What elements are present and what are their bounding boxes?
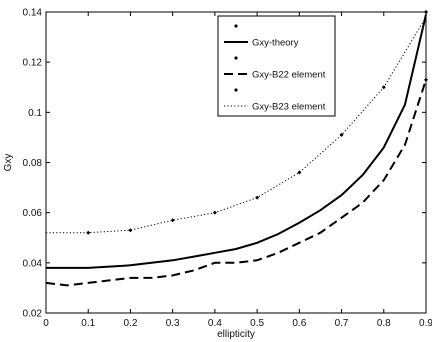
data-marker <box>424 77 428 82</box>
x-tick-label: 0.8 <box>377 318 391 329</box>
data-marker <box>339 132 344 137</box>
series-line-1 <box>45 79 427 287</box>
x-tick-label: 0.2 <box>123 318 137 329</box>
marker-layer <box>86 10 428 235</box>
x-tick-label: 0.3 <box>166 318 180 329</box>
data-marker <box>128 228 133 233</box>
series-layer <box>45 14 427 287</box>
legend-label-b23: Gxy-B23 element <box>252 102 326 113</box>
legend-label-theory: Gxy-theory <box>252 38 299 49</box>
y-tick-label: 0.06 <box>23 208 43 219</box>
x-tick-label: 0.7 <box>335 318 349 329</box>
data-marker <box>212 210 217 215</box>
x-tick-label: 0 <box>43 318 49 329</box>
data-marker <box>170 218 175 223</box>
legend-label-b22: Gxy-B22 element <box>252 70 326 81</box>
legend-box <box>217 15 336 117</box>
x-tick-label: 0.6 <box>292 318 306 329</box>
y-axis-label: Gxy <box>3 154 14 172</box>
x-tick-label: 0.5 <box>250 318 264 329</box>
y-tick-label: 0.12 <box>23 58 43 69</box>
legend-marker <box>234 24 238 28</box>
data-marker <box>86 230 91 235</box>
x-tick-label: 0.4 <box>208 318 222 329</box>
x-tick-label: 0.9 <box>419 318 432 329</box>
legend-marker <box>234 56 238 60</box>
y-tick-label: 0.04 <box>23 258 43 269</box>
y-tick-label: 0.1 <box>28 108 42 119</box>
y-tick-label: 0.02 <box>23 309 43 320</box>
y-tick-label: 0.14 <box>23 8 43 19</box>
y-tick-label: 0.08 <box>23 158 43 169</box>
legend: Gxy-theory Gxy-B22 element Gxy-B23 eleme… <box>217 15 336 117</box>
x-axis-label: ellipticity <box>217 329 255 340</box>
data-marker <box>381 85 386 90</box>
x-axis-ticks: 0 0.1 0.2 0.3 0.4 0.5 0.6 0.7 0.8 0.9 <box>43 12 432 329</box>
legend-marker <box>234 88 238 92</box>
data-marker <box>255 195 260 200</box>
x-tick-label: 0.1 <box>81 318 95 329</box>
data-marker <box>297 170 302 175</box>
y-axis-ticks: 0.02 0.04 0.06 0.08 0.1 0.12 0.14 <box>23 8 426 320</box>
series-line-0 <box>46 14 427 269</box>
